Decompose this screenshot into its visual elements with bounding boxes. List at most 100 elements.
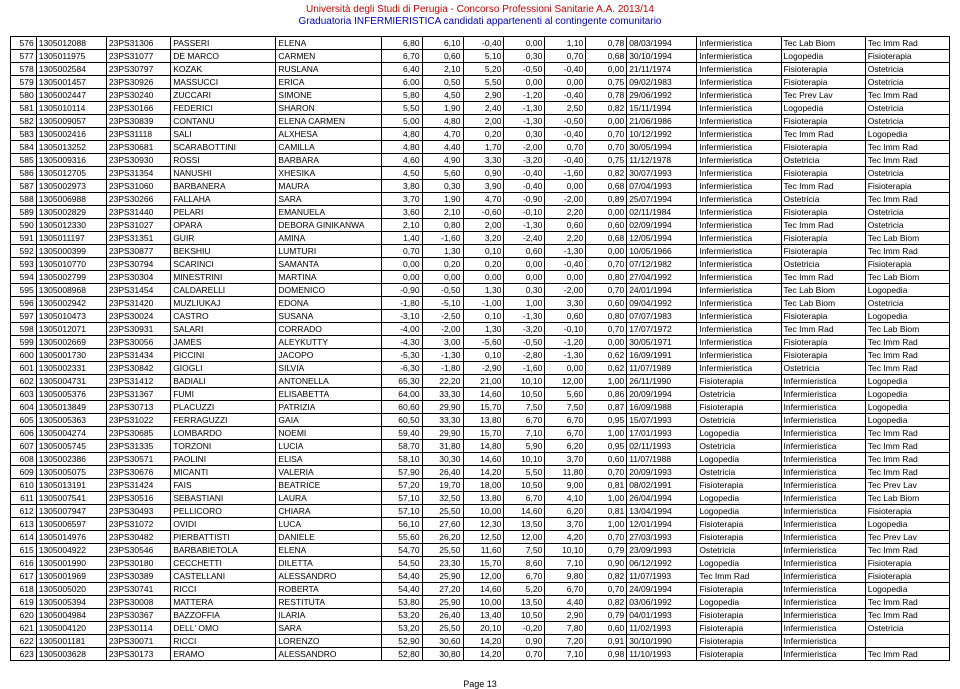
table-cell: 605 — [11, 414, 37, 427]
table-cell: 621 — [11, 622, 37, 635]
table-cell: 25,50 — [422, 544, 463, 557]
table-cell: SAMANTA — [276, 258, 381, 271]
table-cell: 24/01/1994 — [627, 284, 697, 297]
table-cell: Ostetricia — [865, 622, 949, 635]
table-cell: 25/07/1994 — [627, 193, 697, 206]
table-cell: 0,60 — [586, 297, 627, 310]
table-cell: 1,00 — [586, 375, 627, 388]
table-cell: 3,70 — [381, 193, 422, 206]
table-cell: EMANUELA — [276, 206, 381, 219]
table-cell: -0,40 — [545, 63, 586, 76]
table-cell: 23PS31077 — [106, 50, 170, 63]
table-cell: Fisioterapia — [781, 76, 865, 89]
table-cell: Fisioterapia — [781, 245, 865, 258]
table-cell: 27/04/1992 — [627, 271, 697, 284]
table-cell: 591 — [11, 232, 37, 245]
table-cell: 604 — [11, 401, 37, 414]
table-cell: Ostetricia — [865, 297, 949, 310]
table-cell: 12,30 — [463, 518, 504, 531]
table-cell: 0,95 — [586, 440, 627, 453]
table-cell: MUZLIUKAJ — [171, 297, 276, 310]
table-cell: 2,10 — [422, 206, 463, 219]
table-cell: 576 — [11, 37, 37, 50]
table-cell: Infermieristica — [781, 401, 865, 414]
table-cell: 4,70 — [422, 128, 463, 141]
table-cell: SEBASTIANI — [171, 492, 276, 505]
table-cell: SUSANA — [276, 310, 381, 323]
table-cell: LUMTURI — [276, 245, 381, 258]
table-cell: DILETTA — [276, 557, 381, 570]
table-cell: 1305000399 — [36, 245, 106, 258]
table-cell: 23PS31420 — [106, 297, 170, 310]
table-row: 583130500241623PS31118SALIALXHESA4,804,7… — [11, 128, 950, 141]
table-cell: 1305005020 — [36, 583, 106, 596]
table-cell: 23PS31335 — [106, 440, 170, 453]
table-cell: 15,70 — [463, 427, 504, 440]
table-cell: ELISA — [276, 453, 381, 466]
table-cell: 5,50 — [504, 466, 545, 479]
table-cell: 57,10 — [381, 505, 422, 518]
table-cell: 1305002942 — [36, 297, 106, 310]
table-cell: 0,70 — [586, 466, 627, 479]
table-cell: 1305005376 — [36, 388, 106, 401]
table-cell: PIERBATTISTI — [171, 531, 276, 544]
table-cell: XHESIKA — [276, 167, 381, 180]
table-cell: 8,60 — [504, 557, 545, 570]
table-cell: 1305006988 — [36, 193, 106, 206]
table-cell: 1,90 — [422, 102, 463, 115]
table-cell: Infermieristica — [781, 518, 865, 531]
table-cell: -0,90 — [504, 193, 545, 206]
table-cell: CASTRO — [171, 310, 276, 323]
table-cell: 2,50 — [545, 102, 586, 115]
table-cell: 2,90 — [545, 609, 586, 622]
table-cell: Tec Imm Rad — [781, 219, 865, 232]
table-cell: 23PS31351 — [106, 232, 170, 245]
table-cell: 1305004120 — [36, 622, 106, 635]
table-cell: 0,00 — [545, 271, 586, 284]
table-cell: SIMONE — [276, 89, 381, 102]
table-cell: 3,60 — [381, 206, 422, 219]
table-cell: 27/03/1993 — [627, 531, 697, 544]
table-cell: 03/06/1992 — [627, 596, 697, 609]
table-cell: Tec Imm Rad — [865, 453, 949, 466]
table-cell: 30/10/1990 — [627, 635, 697, 648]
table-cell: 1305006597 — [36, 518, 106, 531]
table-cell: Fisioterapia — [781, 349, 865, 362]
table-cell: -4,30 — [381, 336, 422, 349]
table-cell: 5,90 — [504, 440, 545, 453]
table-cell: 23PS31354 — [106, 167, 170, 180]
table-cell: 16/09/1991 — [627, 349, 697, 362]
table-cell: 23PS31440 — [106, 206, 170, 219]
table-cell: 12,00 — [545, 375, 586, 388]
table-cell: 1305007947 — [36, 505, 106, 518]
table-cell: 1,00 — [504, 297, 545, 310]
table-cell: Infermieristica — [781, 531, 865, 544]
table-cell: Infermieristica — [697, 167, 781, 180]
table-cell: 0,00 — [422, 271, 463, 284]
table-cell: 12/01/1994 — [627, 518, 697, 531]
table-cell: 0,30 — [504, 284, 545, 297]
table-cell: FAIS — [171, 479, 276, 492]
page-footer: Page 13 — [0, 661, 960, 689]
table-cell: Fisioterapia — [697, 583, 781, 596]
table-cell: 23PS31424 — [106, 479, 170, 492]
table-cell: 23PS30266 — [106, 193, 170, 206]
table-cell: 20,10 — [463, 622, 504, 635]
table-cell: 53,20 — [381, 609, 422, 622]
table-cell: 0,20 — [463, 128, 504, 141]
table-cell: 0,70 — [586, 323, 627, 336]
table-cell: Tec Imm Rad — [865, 609, 949, 622]
table-cell: ILARIA — [276, 609, 381, 622]
table-cell: 0,60 — [586, 622, 627, 635]
table-cell: 7,20 — [545, 635, 586, 648]
table-cell: 08/02/1991 — [627, 479, 697, 492]
table-cell: 10,10 — [545, 544, 586, 557]
table-row: 577130501197523PS31077DE MARCOCARMEN6,70… — [11, 50, 950, 63]
table-cell: 0,10 — [463, 349, 504, 362]
table-cell: Ostetricia — [781, 154, 865, 167]
table-cell: 64,00 — [381, 388, 422, 401]
table-cell: Logopedia — [865, 401, 949, 414]
table-cell: 58,10 — [381, 453, 422, 466]
table-cell: -1,00 — [463, 297, 504, 310]
table-cell — [865, 635, 949, 648]
